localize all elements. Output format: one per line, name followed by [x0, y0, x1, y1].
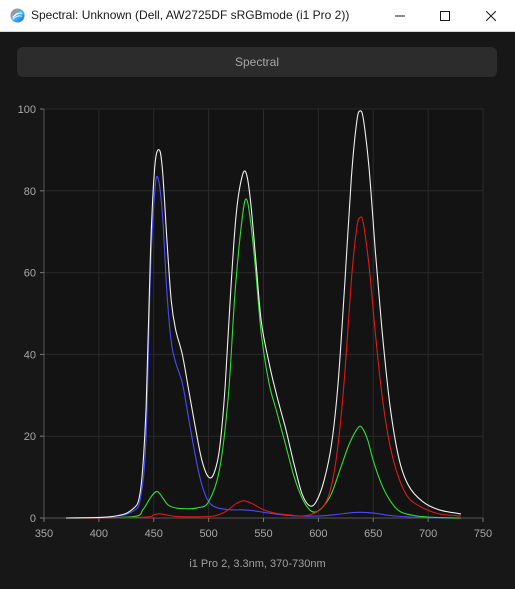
x-tick-label: 650 — [364, 528, 382, 540]
x-tick-label: 350 — [35, 528, 53, 540]
x-tick-label: 750 — [474, 528, 492, 540]
series-line-2 — [65, 216, 462, 519]
y-tick-label: 100 — [18, 104, 36, 116]
maximize-icon — [440, 10, 450, 21]
minimize-icon — [395, 15, 405, 16]
title-bar[interactable]: Spectral: Unknown (Dell, AW2725DF sRGBmo… — [0, 0, 515, 32]
close-icon — [486, 10, 496, 21]
x-tick-label: 550 — [254, 528, 272, 540]
y-tick-label: 60 — [24, 268, 36, 280]
chart-caption: i1 Pro 2, 3.3nm, 370-730nm — [189, 558, 326, 570]
y-tick-label: 40 — [24, 349, 36, 361]
y-tick-label: 0 — [30, 513, 36, 525]
spectral-chart: 350 400 450 500 550 600 650 700 750 0 20 40 60 80 100 — [18, 104, 493, 540]
y-tick-label: 80 — [24, 186, 36, 198]
x-tick-label: 700 — [419, 528, 437, 540]
series-line-3 — [65, 110, 462, 519]
spectral-tab-button[interactable]: Spectral — [17, 47, 497, 77]
spectral-app-icon — [10, 8, 25, 23]
window-title: Spectral: Unknown (Dell, AW2725DF sRGBmo… — [31, 8, 350, 22]
x-tick-label: 400 — [90, 528, 108, 540]
maximize-button[interactable] — [422, 0, 468, 31]
x-tick-label: 600 — [309, 528, 327, 540]
minimize-button[interactable] — [377, 0, 423, 31]
x-tick-label: 450 — [145, 528, 163, 540]
close-button[interactable] — [468, 0, 514, 31]
x-tick-label: 500 — [199, 528, 217, 540]
series-line-1 — [65, 198, 462, 519]
y-tick-label: 20 — [24, 431, 36, 443]
